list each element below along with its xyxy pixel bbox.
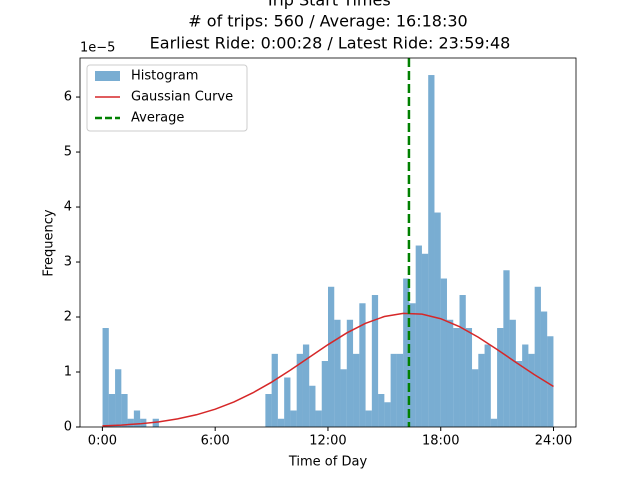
histogram-bar: [490, 418, 498, 427]
histogram-bar: [334, 319, 341, 427]
x-axis-label: Time of Day: [288, 455, 368, 470]
y-tick-label: 6: [64, 90, 72, 105]
legend-label: Gaussian Curve: [131, 90, 233, 105]
histogram-bar: [440, 278, 447, 427]
histogram-bar: [459, 295, 466, 427]
histogram-bar: [115, 369, 122, 427]
histogram-bar: [296, 353, 303, 427]
y-tick-label: 0: [64, 420, 72, 435]
chart-title: Trip Start Times: [264, 0, 390, 10]
histogram-bar: [271, 353, 278, 427]
histogram-bar: [465, 328, 473, 427]
histogram-bar: [277, 418, 285, 427]
legend-label: Histogram: [131, 69, 198, 84]
histogram-bar: [534, 286, 541, 427]
histogram-bar: [509, 319, 516, 427]
histogram-bar: [421, 253, 429, 427]
histogram-bar: [478, 353, 485, 427]
histogram-bar: [378, 394, 385, 427]
chart-subtitle: Earliest Ride: 0:00:28 / Latest Ride: 23…: [150, 34, 511, 53]
y-tick-label: 3: [64, 255, 72, 270]
histogram-bar: [497, 328, 504, 427]
histogram-bar: [415, 245, 422, 427]
histogram-bar: [108, 394, 116, 427]
histogram-bar: [309, 385, 316, 427]
histogram-bar: [121, 394, 128, 427]
histogram-bar: [284, 377, 291, 427]
histogram-bar: [446, 319, 454, 427]
histogram-bar: [428, 75, 435, 427]
histogram-bar: [547, 336, 554, 427]
x-tick-label: 0:00: [88, 434, 117, 449]
histogram-bar: [265, 394, 272, 427]
legend-box: [86, 64, 248, 132]
y-tick-label: 1: [64, 365, 72, 380]
gaussian-curve: [102, 312, 554, 427]
histogram-bar: [390, 353, 397, 427]
x-tick-label: 12:00: [309, 434, 346, 449]
histogram-bar: [515, 361, 523, 427]
histogram-bar: [409, 303, 416, 427]
histogram-bar: [359, 303, 366, 427]
y-tick-label: 4: [64, 200, 72, 215]
histogram-bar: [302, 344, 310, 427]
x-tick-label: 24:00: [535, 434, 572, 449]
y-tick-label: 2: [64, 310, 72, 325]
histogram-bar: [127, 418, 134, 427]
histogram-bar: [353, 353, 360, 427]
histogram-bar: [472, 369, 479, 427]
histogram-bar: [321, 361, 328, 427]
y-axis-label: Frequency: [42, 209, 57, 276]
histogram-bar: [396, 353, 404, 427]
y-offset-label: 1e−5: [80, 41, 115, 56]
legend: Histogram Gaussian Curve Average: [86, 64, 248, 132]
x-tick-label: 18:00: [422, 434, 459, 449]
legend-swatch: [95, 71, 120, 81]
histogram-bar: [384, 402, 391, 427]
histogram-bar: [453, 328, 460, 427]
plot-area: [102, 58, 554, 427]
histogram-bar: [371, 295, 379, 427]
histogram-bar: [540, 311, 548, 427]
histogram-bar: [102, 328, 109, 427]
histogram-bar: [522, 344, 529, 427]
legend-label: Average: [131, 111, 184, 126]
histogram-bar: [503, 270, 510, 427]
histogram-bar: [484, 344, 491, 427]
histogram-bar: [346, 319, 354, 427]
histogram-bar: [434, 212, 441, 427]
y-tick-label: 5: [64, 145, 72, 160]
histogram-bar: [403, 278, 410, 427]
x-tick-label: 6:00: [201, 434, 230, 449]
histogram-bar: [528, 353, 535, 427]
histogram-bar: [328, 286, 335, 427]
histogram-bar: [290, 410, 297, 427]
chart-subtitle: # of trips: 560 / Average: 16:18:30: [188, 12, 467, 31]
histogram-bar: [365, 410, 372, 427]
histogram-bar: [133, 410, 141, 427]
histogram-bar: [315, 410, 322, 427]
histogram-bar: [340, 369, 347, 427]
